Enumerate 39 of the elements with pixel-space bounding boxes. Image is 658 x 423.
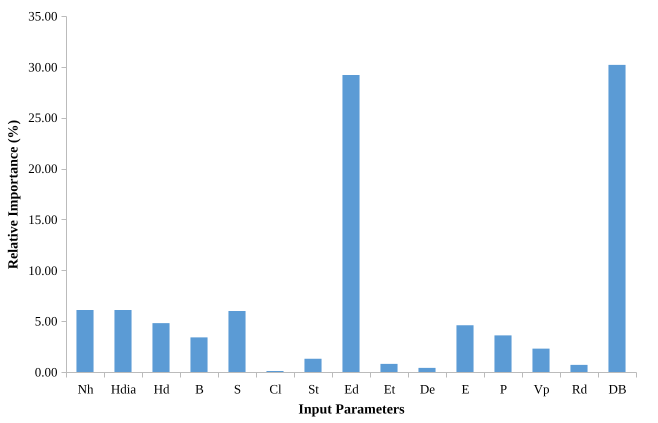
bar bbox=[418, 368, 436, 372]
x-tick-label: B bbox=[195, 382, 204, 396]
x-tick-label: P bbox=[500, 382, 508, 396]
x-tick-label: Ed bbox=[344, 382, 360, 396]
y-tick-label: 35.00 bbox=[28, 8, 58, 24]
bar bbox=[532, 348, 550, 372]
x-tick-label: S bbox=[234, 382, 242, 396]
y-tick-label: 25.00 bbox=[28, 110, 58, 126]
bar bbox=[494, 335, 512, 372]
bar bbox=[114, 310, 132, 372]
bar bbox=[456, 325, 474, 372]
x-axis-title: Input Parameters bbox=[298, 402, 406, 418]
bar bbox=[228, 310, 246, 372]
x-tick-label: DB bbox=[608, 382, 627, 396]
x-tick-label: Nh bbox=[78, 382, 94, 396]
x-tick-label: Cl bbox=[269, 382, 282, 396]
x-tick-label: Rd bbox=[572, 382, 588, 396]
x-tick-label: St bbox=[308, 382, 320, 396]
y-tick-label: 5.00 bbox=[34, 314, 58, 329]
y-tick-label: 10.00 bbox=[28, 262, 58, 278]
y-tick-label: 15.00 bbox=[28, 212, 58, 227]
bar bbox=[152, 323, 170, 372]
x-tick-label: E bbox=[462, 382, 470, 396]
bar bbox=[76, 310, 94, 372]
bar bbox=[570, 364, 588, 372]
bar bbox=[608, 64, 626, 372]
x-tick-label: Et bbox=[384, 382, 396, 396]
x-tick-label: De bbox=[420, 382, 436, 396]
y-axis-title: Relative Importance (%) bbox=[6, 120, 22, 270]
y-tick-label: 0.00 bbox=[34, 364, 58, 380]
bar bbox=[342, 74, 360, 372]
bar bbox=[380, 364, 398, 372]
x-tick-label: Vp bbox=[534, 382, 550, 396]
y-tick-label: 20.00 bbox=[28, 161, 58, 176]
bar bbox=[304, 358, 322, 372]
x-tick-label: Hdia bbox=[110, 382, 136, 396]
x-tick-label: Hd bbox=[154, 382, 170, 396]
bar bbox=[190, 337, 208, 372]
y-tick-label: 30.00 bbox=[28, 59, 58, 74]
